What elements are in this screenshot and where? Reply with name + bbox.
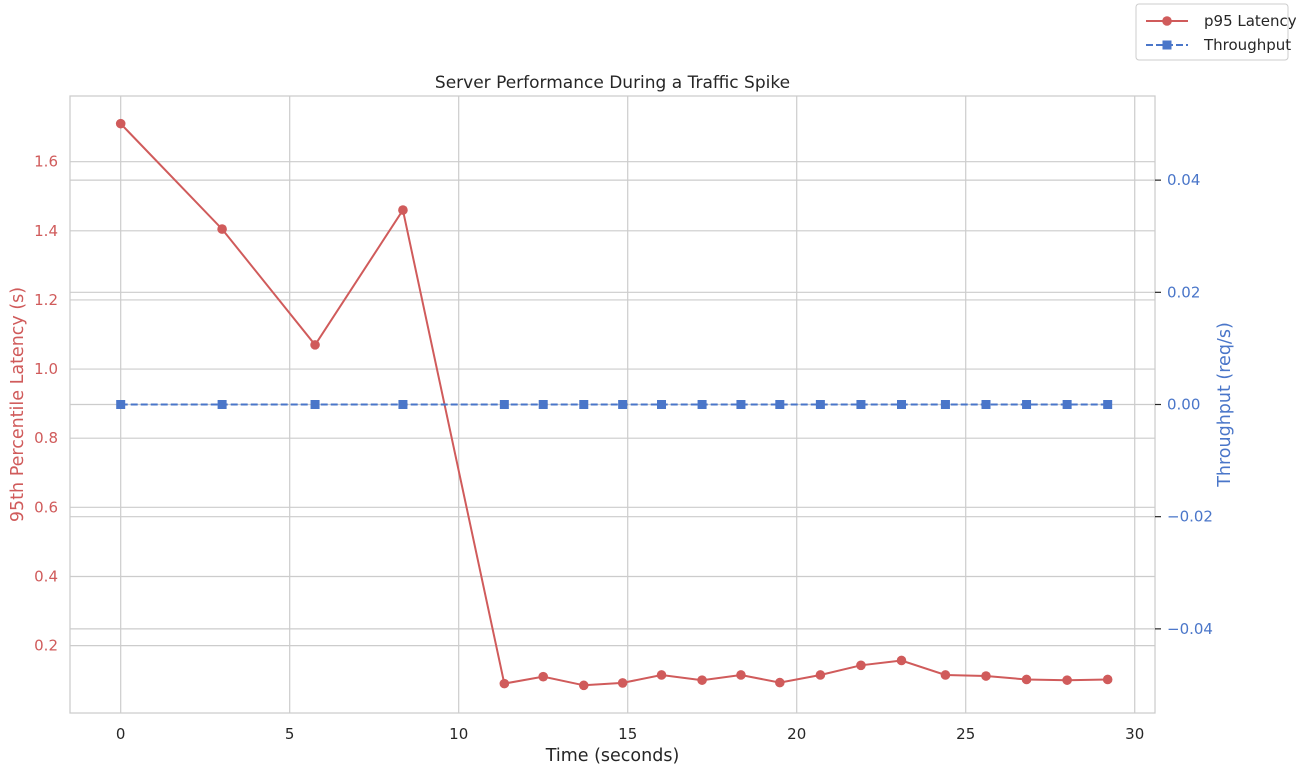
legend-box: [1135, 3, 1289, 61]
legend: p95 Latency Throughput: [1135, 3, 1296, 61]
y-right-axis-title: Throughput (req/s): [1215, 322, 1235, 488]
chart-title: Server Performance During a Traffic Spik…: [435, 73, 790, 93]
legend-label: p95 Latency: [1204, 12, 1296, 30]
data-point: [217, 400, 227, 409]
data-point: [310, 400, 320, 409]
data-point: [398, 400, 408, 409]
y-right-tick-label: 0.02: [1167, 283, 1200, 301]
data-point: [981, 400, 991, 409]
data-point: [775, 677, 785, 688]
y-left-tick-label: 1.6: [34, 153, 58, 171]
data-point: [579, 400, 589, 409]
y-right-tick-label: −0.02: [1167, 508, 1213, 526]
data-point: [398, 205, 408, 215]
data-point: [856, 660, 866, 671]
data-point: [499, 400, 509, 409]
data-point: [617, 678, 628, 688]
data-point: [940, 670, 951, 680]
x-tick-label: 25: [956, 725, 975, 743]
data-point: [981, 671, 991, 681]
data-point: [1062, 400, 1072, 409]
data-point: [736, 670, 746, 680]
y-left-tick-label: 0.2: [34, 637, 58, 655]
data-point: [1022, 400, 1032, 409]
data-point: [538, 671, 549, 682]
data-point: [815, 670, 826, 680]
data-point: [115, 118, 126, 129]
data-point: [697, 675, 707, 685]
y-right-tick-label: −0.04: [1167, 620, 1213, 638]
data-point: [499, 678, 510, 689]
x-tick-label: 30: [1125, 725, 1144, 743]
y-left-tick-label: 0.6: [34, 498, 58, 516]
ticks: 0 5 10 15 20 25 30 0.2 0.4 0.6 0.8 1.0 1.2 1.4 1.6 −0.0…: [34, 153, 1213, 743]
data-point: [1062, 675, 1072, 685]
y-left-tick-label: 1.2: [34, 291, 58, 309]
legend-marker: [1162, 16, 1172, 26]
legend-label: Throughput: [1203, 36, 1291, 54]
data-point: [896, 655, 907, 666]
series: [115, 118, 1113, 691]
x-tick-label: 10: [449, 725, 468, 743]
data-point: [775, 400, 785, 409]
x-axis-title: Time (seconds): [545, 746, 680, 766]
y-left-tick-label: 0.4: [34, 567, 58, 585]
data-point: [310, 340, 320, 350]
data-point: [1021, 674, 1032, 685]
data-point: [736, 400, 746, 409]
x-tick-label: 5: [285, 725, 295, 743]
data-point: [940, 400, 950, 409]
y-right-tick-label: 0.04: [1167, 171, 1200, 189]
data-point: [578, 680, 589, 691]
y-left-tick-label: 1.0: [34, 360, 58, 378]
series-line-0: [119, 123, 1108, 687]
data-point: [656, 670, 667, 680]
y-left-tick-label: 1.4: [34, 222, 58, 240]
data-point: [1103, 400, 1113, 409]
data-point: [856, 400, 866, 409]
data-point: [815, 400, 825, 409]
data-point: [697, 400, 707, 409]
data-point: [217, 224, 227, 234]
legend-marker: [1162, 40, 1172, 50]
x-tick-label: 0: [116, 725, 126, 743]
data-point: [116, 400, 126, 409]
data-point: [538, 400, 548, 409]
x-tick-label: 15: [618, 725, 637, 743]
data-point: [1102, 674, 1113, 685]
data-point: [896, 400, 906, 409]
data-point: [657, 400, 667, 409]
y-left-axis-title: 95th Percentile Latency (s): [8, 287, 28, 522]
data-point: [618, 400, 628, 409]
x-tick-label: 20: [787, 725, 806, 743]
legend-items: p95 Latency Throughput: [1146, 12, 1296, 54]
y-right-tick-label: 0.00: [1167, 396, 1200, 414]
y-left-tick-label: 0.8: [34, 429, 58, 447]
